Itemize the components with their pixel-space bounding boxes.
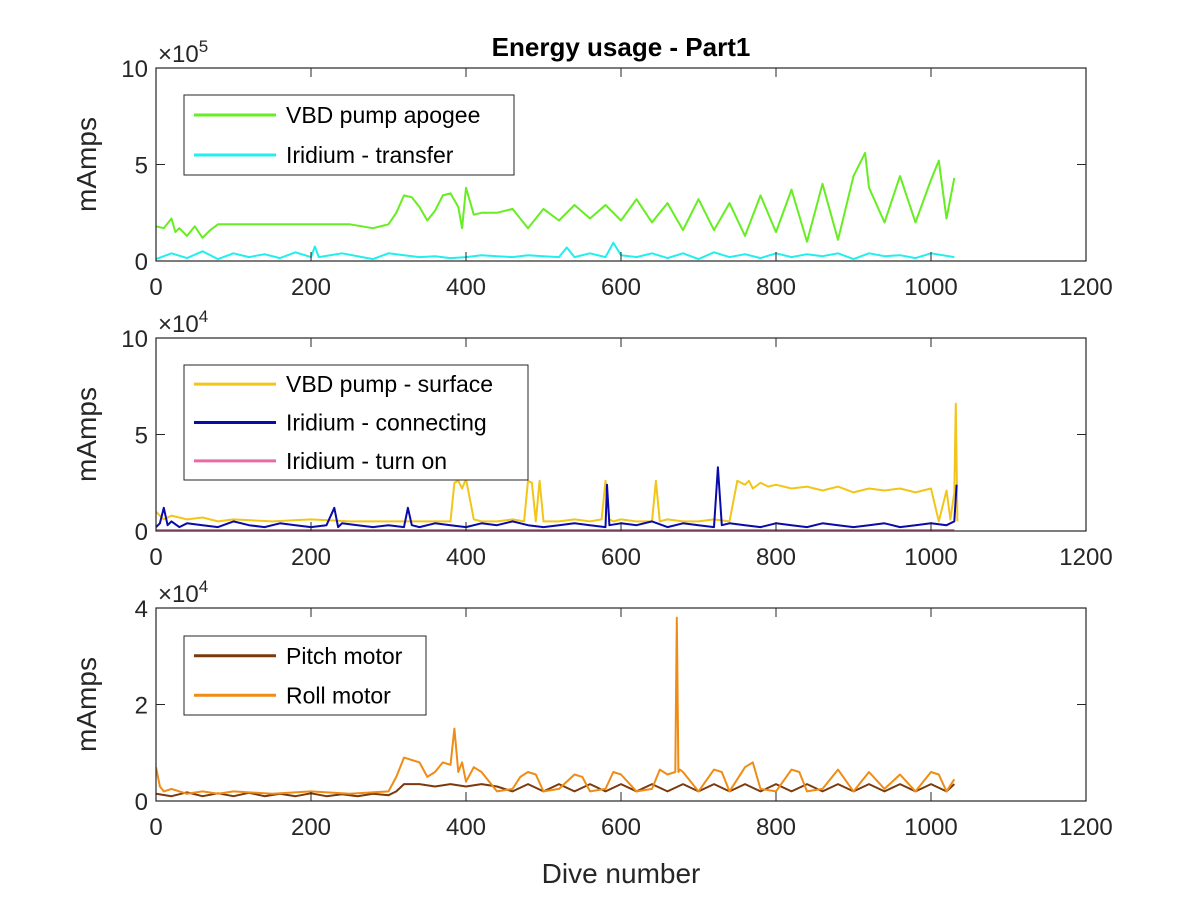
- x-tick-label: 400: [446, 274, 486, 301]
- x-tick-label: 400: [446, 814, 486, 841]
- y-tick-label: 0: [135, 789, 148, 816]
- y-exponent-label: ×104: [158, 307, 208, 338]
- x-tick-label: 1200: [1059, 274, 1112, 301]
- y-axis-label: mAmps: [71, 387, 102, 482]
- y-axis-label: mAmps: [71, 657, 102, 752]
- legend-box: [183, 94, 515, 176]
- x-tick-label: 600: [601, 274, 641, 301]
- y-tick-label: 0: [135, 249, 148, 276]
- y-exponent-value: 5: [199, 37, 208, 56]
- y-exponent-label: ×105: [158, 37, 208, 68]
- y-tick-label: 5: [135, 423, 148, 450]
- x-tick-label: 0: [149, 814, 162, 841]
- x-tick-label: 800: [756, 544, 796, 571]
- x-tick-label: 1000: [904, 274, 957, 301]
- legend-label: Roll motor: [286, 682, 391, 708]
- series-group: [156, 616, 956, 798]
- x-tick-label: 0: [149, 274, 162, 301]
- y-axis-label: mAmps: [71, 117, 102, 212]
- x-tick-label: 400: [446, 544, 486, 571]
- legend-label: Iridium - transfer: [286, 142, 454, 168]
- y-exponent-label: ×104: [158, 577, 208, 608]
- y-tick-label: 0: [135, 519, 148, 546]
- series-line-1-1: [156, 151, 956, 243]
- series-group: [156, 151, 956, 261]
- y-tick-label: 10: [121, 56, 148, 83]
- y-tick-label: 10: [121, 326, 148, 353]
- y-exponent-value: 4: [199, 307, 208, 326]
- x-tick-label: 600: [601, 814, 641, 841]
- x-tick-label: 600: [601, 544, 641, 571]
- x-tick-label: 800: [756, 274, 796, 301]
- x-tick-label: 0: [149, 544, 162, 571]
- x-tick-label: 1200: [1059, 814, 1112, 841]
- x-tick-label: 200: [291, 274, 331, 301]
- x-tick-label: 1000: [904, 544, 957, 571]
- x-tick-label: 200: [291, 544, 331, 571]
- subplot-2: 0 200 400 600 800 1000 1200 0 5 10 ×104 mAmps VBD pu…: [71, 307, 1113, 571]
- legend: VBD pump - surface Iridium - connecting Ir…: [183, 364, 529, 481]
- x-axis-label: Dive number: [542, 858, 701, 889]
- x-tick-label: 200: [291, 814, 331, 841]
- series-line-2-2: [156, 466, 958, 529]
- legend-label: Pitch motor: [286, 643, 403, 669]
- legend-label: Iridium - turn on: [286, 448, 447, 474]
- series-line-1-2: [156, 241, 955, 261]
- subplot-1: 0 200 400 600 800 1000 1200 0 5 10 ×105 mAmps Energy…: [71, 32, 1113, 301]
- legend-label: VBD pump - surface: [286, 371, 493, 397]
- series-line-2-1: [156, 402, 959, 523]
- legend-box: [183, 635, 427, 716]
- y-tick-label: 4: [135, 596, 148, 623]
- x-tick-label: 800: [756, 814, 796, 841]
- y-tick-label: 5: [135, 153, 148, 180]
- legend: VBD pump apogee Iridium - transfer: [183, 94, 515, 176]
- series-line-3-1: [156, 783, 955, 798]
- series-group: [156, 402, 959, 531]
- series-line-3-2: [156, 616, 956, 795]
- legend-label: VBD pump apogee: [286, 102, 480, 128]
- legend: Pitch motor Roll motor: [183, 635, 427, 716]
- y-tick-label: 2: [135, 693, 148, 720]
- y-exponent-value: 4: [199, 577, 208, 596]
- legend-label: Iridium - connecting: [286, 410, 487, 436]
- chart-title: Energy usage - Part1: [492, 32, 751, 62]
- x-tick-label: 1000: [904, 814, 957, 841]
- x-tick-label: 1200: [1059, 544, 1112, 571]
